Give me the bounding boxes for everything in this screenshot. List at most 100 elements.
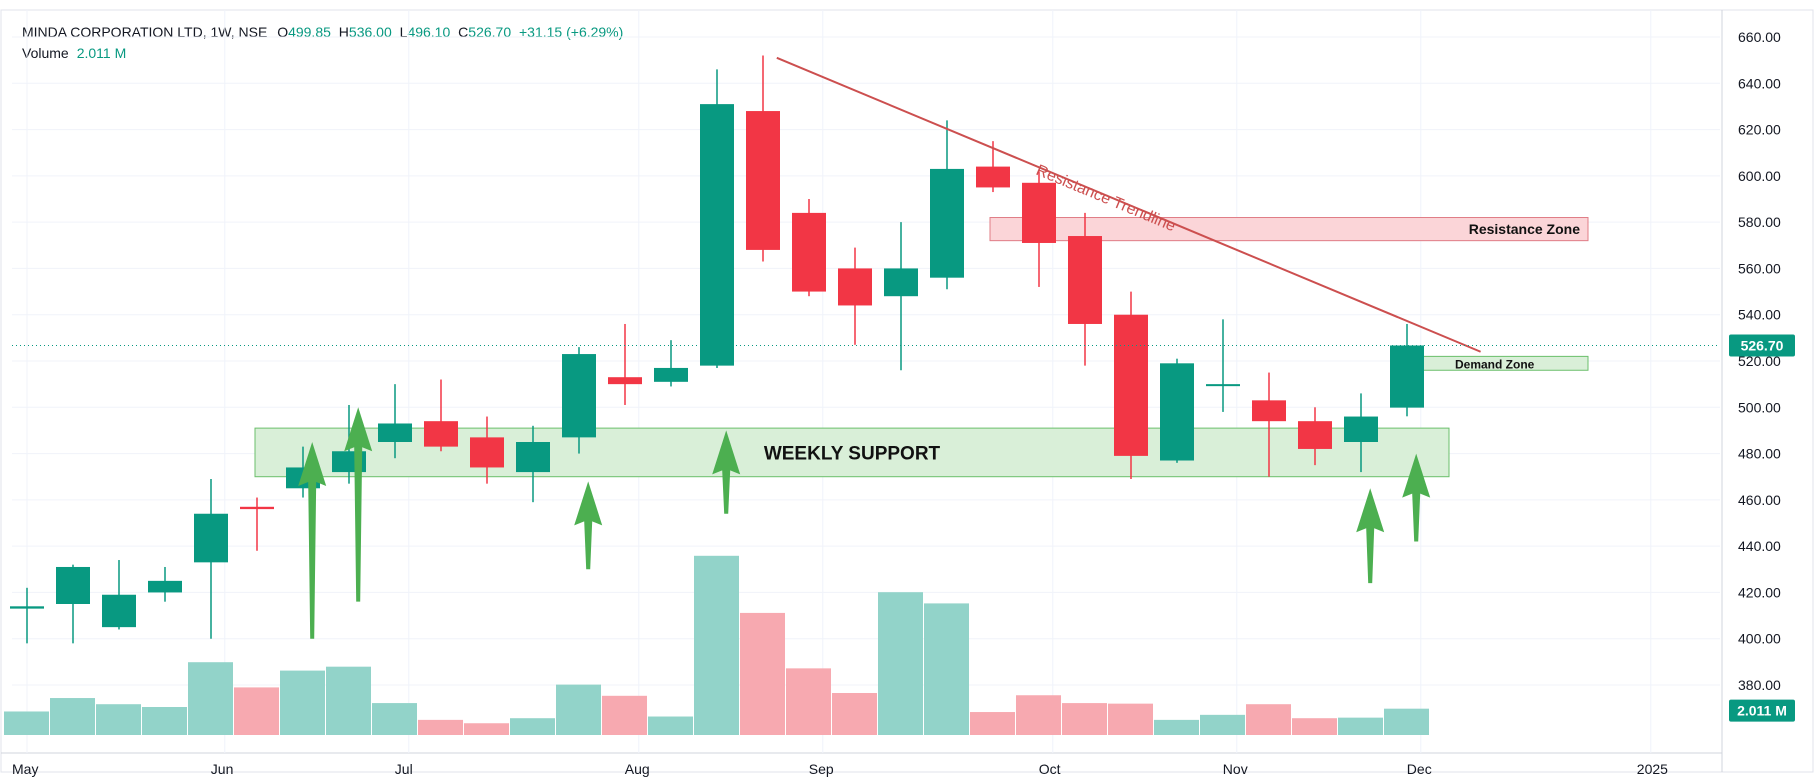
volume-badge-label: 2.011 M [1737,703,1787,719]
resistance-zone [989,217,1589,242]
x-tick-label: Sep [809,761,834,777]
up-arrow-icon [1356,488,1385,584]
volume-bar [786,668,831,735]
candle-body [654,367,688,382]
volume-bar [1338,717,1383,735]
volume-bar [96,704,141,735]
y-tick-label: 660.00 [1738,29,1781,45]
x-tick-label: May [12,761,38,777]
volume-bar [1108,703,1153,735]
y-tick-label: 540.00 [1738,307,1781,323]
symbol-title: MINDA CORPORATION LTD, 1W, NSE [22,24,268,40]
candle-body [424,421,458,447]
candle-body [792,212,826,292]
volume-bar [510,718,555,735]
volume-bar [142,707,187,735]
candle [1022,171,1056,287]
candle [102,560,136,630]
candle-body [562,354,596,438]
volume-bar [4,711,49,735]
candle-body [608,377,642,385]
candle-body [1252,400,1286,422]
y-tick-label: 460.00 [1738,492,1781,508]
candle [930,120,964,290]
volume-bars [4,555,1429,735]
volume-bar [464,723,509,735]
candle [838,247,872,345]
x-tick-label: Jul [395,761,413,777]
volume-bar [1292,718,1337,735]
volume-bar [1200,714,1245,735]
volume-bar [50,698,95,735]
volume-bar [234,687,279,735]
up-arrow-icon [298,442,327,639]
candle [10,587,44,644]
candle [470,416,504,484]
candle [654,340,688,387]
price-badge-label: 526.70 [1741,337,1784,353]
close-label: C [458,24,469,40]
y-tick-label: 640.00 [1738,75,1781,91]
volume-bar [832,693,877,735]
symbol-header: MINDA CORPORATION LTD, 1W, NSE O499.85 H… [22,24,623,40]
weekly-support-label: WEEKLY SUPPORT [764,443,941,464]
volume-bar [602,695,647,735]
volume-bar [878,592,923,735]
candle [746,55,780,262]
candle-body [884,268,918,297]
candle [700,69,734,368]
price-badge [1729,334,1795,357]
candle [1344,393,1378,473]
volume-bar [1384,708,1429,735]
y-tick-label: 520.00 [1738,353,1781,369]
volume-bar [924,603,969,735]
candle-body [56,566,90,604]
volume-value: 2.011 M [76,45,127,61]
volume-bar [1246,704,1291,735]
candle-body [1344,416,1378,442]
volume-bar [1154,719,1199,735]
candle [1068,212,1102,366]
candle [240,497,274,551]
y-tick-label: 380.00 [1738,677,1781,693]
y-tick-label: 480.00 [1738,446,1781,462]
candle [884,222,918,371]
volume-bar [1062,703,1107,735]
y-tick-label: 620.00 [1738,122,1781,138]
y-tick-label: 600.00 [1738,168,1781,184]
x-tick-label: 2025 [1637,761,1668,777]
high-value: 536.00 [348,24,392,40]
candle-body [1068,236,1102,324]
candle-body [1298,421,1332,449]
up-arrow-icon [574,481,603,570]
candle-body [10,606,44,609]
y-tick-label: 500.00 [1738,399,1781,415]
y-tick-label: 400.00 [1738,631,1781,647]
candle-body [148,580,182,593]
candle-body [378,423,412,442]
volume-bar [188,662,233,735]
low-value: 496.10 [407,24,451,40]
candle [1298,407,1332,466]
candle-body [930,168,964,278]
axes: 660.00 640.00 620.00 600.00 580.00 560.00 540.… [12,29,1795,777]
x-tick-label: Oct [1039,761,1061,777]
candle-body [1206,384,1240,387]
volume-bar [372,703,417,735]
candle [562,347,596,454]
y-tick-label: 440.00 [1738,538,1781,554]
candle-body [194,513,228,563]
volume-bar [970,712,1015,735]
x-tick-label: Jun [211,761,234,777]
candle-body [1160,363,1194,461]
candle [976,141,1010,193]
candle [1114,291,1148,480]
volume-bar [418,719,463,735]
volume-bar [556,684,601,735]
candle-body [746,111,780,250]
y-tick-label: 560.00 [1738,260,1781,276]
volume-bar [740,612,785,735]
candle-body [700,104,734,366]
